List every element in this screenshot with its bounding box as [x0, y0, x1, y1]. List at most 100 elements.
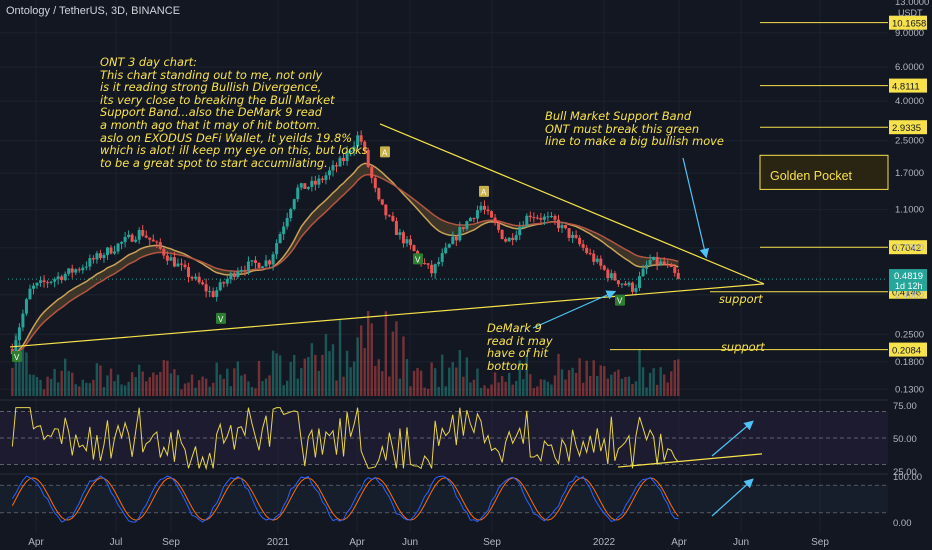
volume-bar: [677, 359, 680, 396]
volume-bar: [539, 379, 543, 396]
volume-bar: [148, 377, 151, 396]
volume-bar: [465, 357, 469, 396]
price-axis-label: 0.1300: [895, 384, 924, 395]
candle-body: [673, 267, 677, 273]
candle-body: [595, 258, 599, 262]
volume-bar: [543, 379, 546, 396]
candle-body: [556, 219, 560, 229]
volume-bar: [384, 311, 388, 396]
candlesticks[interactable]: [10, 130, 680, 358]
volume-bar: [546, 381, 550, 396]
candle-body: [391, 215, 395, 222]
volume-bar: [500, 376, 504, 396]
candle-body: [127, 234, 131, 238]
price-axis-label: 9.0000: [895, 28, 924, 39]
time-axis-label: Jun: [402, 537, 418, 548]
candle-body: [447, 244, 451, 248]
candle-body: [387, 215, 391, 217]
candle-body: [542, 216, 546, 220]
price-level-tag: [889, 240, 927, 255]
candle-body: [201, 282, 205, 285]
volume-bar: [254, 388, 257, 396]
candle-body: [105, 247, 109, 256]
candle-body: [609, 273, 613, 279]
volume-bar: [169, 373, 173, 396]
volume-bar: [388, 376, 391, 396]
candle-body: [564, 224, 568, 229]
volume-bar: [536, 386, 539, 396]
rsi-axis-label: 25.00: [893, 467, 917, 478]
volume-bar: [507, 372, 511, 396]
demark-9-marker: [615, 294, 625, 306]
volume-bar: [395, 321, 398, 396]
candle-body: [549, 216, 553, 218]
candle-body: [599, 258, 603, 266]
candle-body: [479, 205, 483, 211]
candle-body: [377, 188, 381, 200]
candle-body: [458, 227, 462, 241]
volume-bar: [56, 382, 60, 396]
price-axis-label: 0.4000: [895, 290, 924, 301]
volume-bar: [335, 380, 338, 396]
volume-bar: [303, 358, 306, 396]
volume-bar: [67, 371, 70, 396]
golden-pocket: [759, 154, 889, 190]
volume-bar: [106, 375, 109, 396]
volume-bar: [574, 372, 578, 396]
volume-bar: [127, 381, 130, 396]
volume-bar: [624, 377, 627, 396]
volume-bar: [458, 350, 462, 396]
price-axis-label: 13.0000: [895, 0, 929, 8]
volume-bar: [201, 376, 204, 396]
candle-body: [285, 217, 289, 227]
volume-bar: [571, 367, 574, 396]
candle-body: [482, 205, 486, 210]
volume-bar: [215, 362, 218, 396]
candle-body: [490, 211, 494, 218]
volume-bar: [342, 376, 345, 396]
candle-body: [401, 232, 405, 244]
volume-bar: [441, 354, 444, 396]
volume-bar: [278, 355, 282, 396]
candle-body: [472, 218, 476, 220]
candle-body: [236, 271, 240, 278]
candle-body: [313, 180, 317, 185]
volume-bar: [74, 384, 77, 396]
volume-bar: [483, 385, 486, 396]
candle-body: [613, 273, 617, 281]
candle-body: [345, 151, 349, 162]
candle-body: [652, 256, 656, 260]
volume-bar: [363, 347, 366, 396]
volume-bar: [282, 385, 285, 396]
price-axis-label: 1.1000: [895, 205, 924, 216]
candle-body: [183, 264, 187, 268]
price-unit: USDT: [898, 8, 923, 18]
rsi-axis-label: 75.00: [893, 401, 917, 412]
volume-bar: [264, 378, 268, 396]
candle-body: [486, 209, 490, 212]
volume-bar: [631, 384, 634, 396]
volume-bar: [356, 337, 359, 396]
candle-body: [416, 251, 420, 256]
time-axis-label: Apr: [349, 537, 365, 548]
volume-bar: [338, 319, 342, 396]
volume-bar: [564, 379, 567, 396]
candle-body: [70, 268, 74, 273]
candle-body: [535, 217, 539, 219]
candle-body: [338, 157, 342, 167]
volume-bar: [18, 342, 21, 396]
volume-bar: [289, 361, 292, 396]
volume-bar: [102, 387, 106, 396]
volume-bar: [78, 386, 81, 396]
candle-body: [162, 248, 166, 256]
volume-bar: [666, 382, 669, 396]
candle-body: [306, 186, 310, 189]
volume-bar: [233, 368, 236, 396]
candle-body: [282, 226, 286, 235]
price-level-label: 0.2084: [892, 346, 921, 357]
candle-body: [261, 266, 265, 268]
demark-9-marker-glyph: A: [382, 148, 388, 157]
stoch-d-line: [11, 477, 679, 521]
bull-band-note: Bull Market Support Band ONT must break …: [545, 109, 724, 149]
